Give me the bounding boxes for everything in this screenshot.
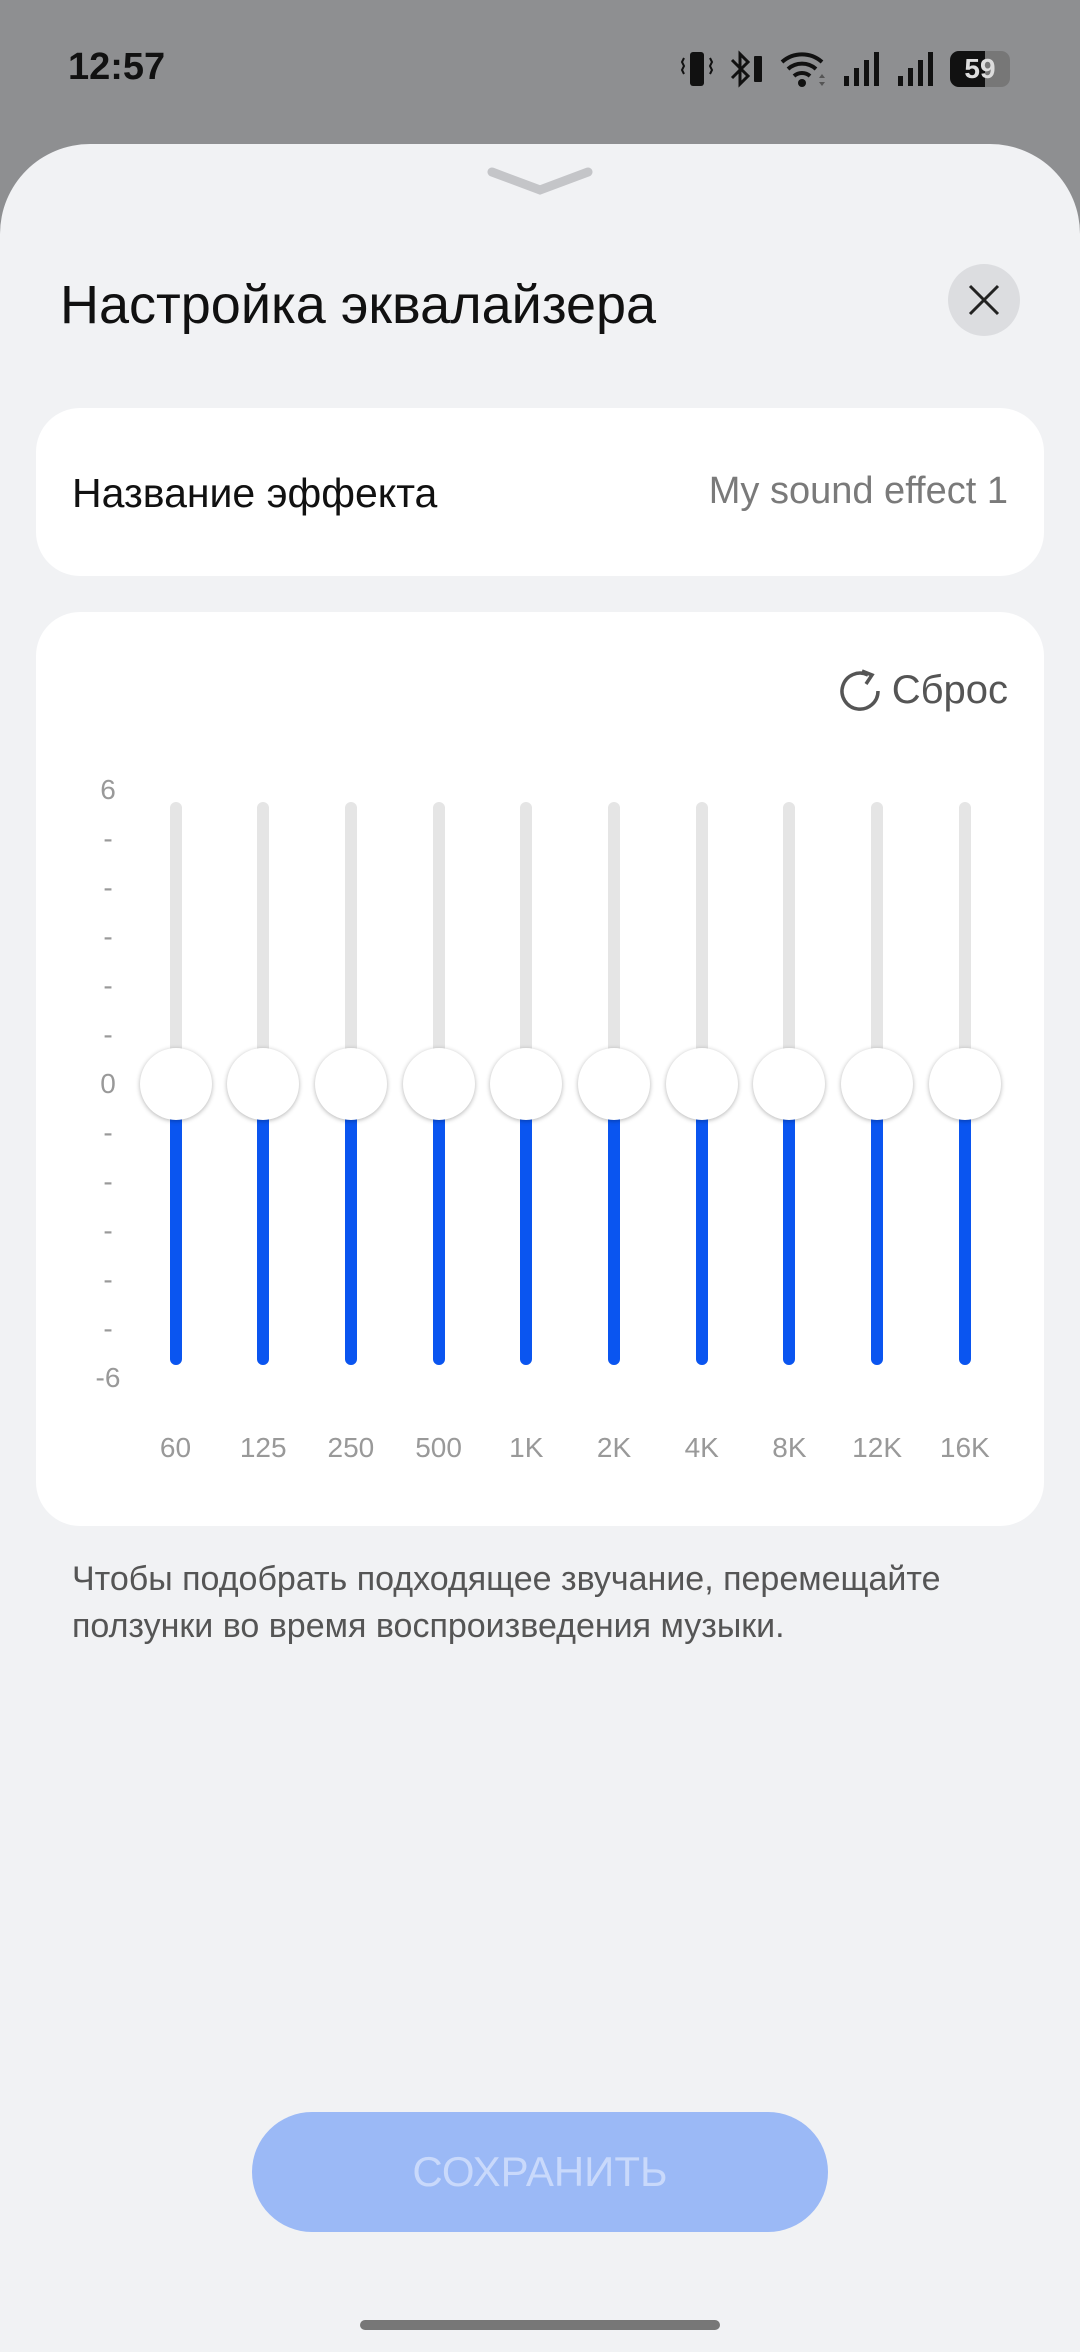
reset-icon: [840, 668, 880, 711]
vibrate-icon: [680, 52, 714, 86]
band-label: 250: [327, 1432, 375, 1463]
band-label: 1K: [509, 1432, 544, 1463]
close-button[interactable]: [948, 264, 1020, 336]
reset-label: Сброс: [891, 668, 1008, 712]
band-label: 500: [415, 1432, 462, 1463]
slider-fill: [871, 1083, 884, 1365]
band-label: 2K: [596, 1432, 632, 1463]
slider-knob[interactable]: [314, 1047, 387, 1120]
slider-fill: [257, 1083, 270, 1365]
status-bar: 12:57 59: [0, 0, 1080, 144]
y-tick: -: [103, 921, 113, 952]
slider-fill: [783, 1083, 796, 1365]
home-indicator[interactable]: [360, 2320, 720, 2330]
battery-level: 59: [964, 53, 996, 84]
slider-knob[interactable]: [490, 1047, 563, 1120]
wifi-icon: [780, 52, 825, 87]
close-icon: [968, 284, 1000, 316]
y-tick: -: [103, 1264, 113, 1295]
bluetooth-icon: [730, 50, 762, 88]
slider-fill: [432, 1083, 445, 1365]
y-label-zero: 0: [100, 1068, 116, 1099]
y-tick: -: [103, 823, 113, 854]
slider-fill: [169, 1083, 182, 1365]
page-title: Настройка эквалайзера: [60, 275, 657, 335]
band-label: 4K: [684, 1432, 719, 1463]
clock: 12:57: [68, 46, 166, 88]
slider-knob[interactable]: [665, 1047, 738, 1120]
reset-button[interactable]: Сброс: [838, 668, 1008, 713]
y-label-min: -6: [95, 1362, 121, 1393]
y-tick: -: [103, 1313, 113, 1344]
band-label: 12K: [852, 1432, 902, 1463]
slider-knob[interactable]: [753, 1047, 826, 1120]
chevron-down-icon[interactable]: [486, 164, 594, 196]
slider-fill: [344, 1083, 357, 1365]
signal-icon: [844, 52, 879, 86]
band-label: 125: [239, 1432, 287, 1463]
effect-name-value[interactable]: My sound effect 1: [708, 470, 1008, 512]
y-label-max: 6: [100, 774, 116, 805]
slider-knob[interactable]: [227, 1047, 300, 1120]
hint-text: Чтобы подобрать подходящее звучание, пер…: [72, 1560, 941, 1645]
slider-fill: [608, 1083, 620, 1365]
y-tick: -: [103, 1215, 113, 1246]
y-tick: -: [103, 970, 113, 1001]
battery-icon: 59: [950, 51, 1010, 87]
slider-knob[interactable]: [841, 1047, 914, 1120]
save-button[interactable]: СОХРАНИТЬ: [252, 2112, 828, 2232]
band-label: 16K: [939, 1432, 990, 1463]
effect-name-row[interactable]: Название эффекта My sound effect 1: [36, 408, 1044, 576]
y-tick: -: [103, 1166, 113, 1197]
equalizer-card: Сброс 6 0 -6 - - - - - - - - - - 60 125 250 500 1K 2K 4K…: [36, 612, 1044, 1526]
y-tick: -: [103, 1117, 113, 1148]
slider-fill: [520, 1083, 533, 1365]
slider-knob[interactable]: [139, 1047, 212, 1120]
equalizer-sheet: Настройка эквалайзера Название эффекта M…: [0, 144, 1080, 2352]
effect-name-label: Название эффекта: [72, 470, 438, 516]
slider-knob[interactable]: [928, 1047, 1001, 1120]
slider-fill: [695, 1083, 708, 1365]
slider-knob[interactable]: [578, 1047, 650, 1120]
slider-knob[interactable]: [402, 1047, 475, 1120]
y-tick: -: [103, 1019, 113, 1050]
slider-fill: [958, 1083, 971, 1365]
band-label: 60: [159, 1432, 192, 1463]
y-tick: -: [103, 872, 113, 903]
signal-icon: [898, 52, 933, 86]
band-label: 8K: [772, 1432, 807, 1463]
